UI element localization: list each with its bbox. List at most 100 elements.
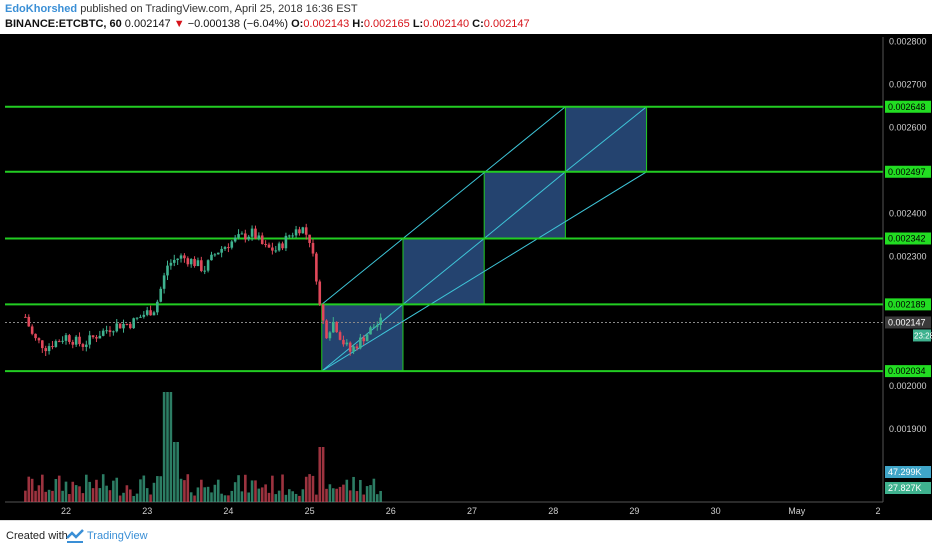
volume-bar (166, 392, 169, 502)
volume-bar (88, 481, 91, 502)
footer: Created with TradingView (0, 520, 932, 551)
low-value: 0.002140 (423, 18, 470, 30)
volume-bar (51, 490, 54, 502)
candle-body (264, 244, 267, 246)
candle-body (352, 346, 355, 352)
candle-body (240, 233, 244, 235)
candle-body (359, 337, 362, 349)
tradingview-brand[interactable]: TradingView (87, 530, 148, 542)
candle-body (24, 316, 27, 318)
candle-body (379, 317, 382, 325)
volume-bar (159, 476, 163, 502)
candle-body (51, 346, 54, 348)
volume-bar (176, 442, 179, 502)
candle-body (325, 320, 328, 339)
volume-bar (254, 480, 257, 502)
volume-bar (304, 476, 308, 502)
candle-body (162, 275, 166, 289)
x-tick-label: 25 (305, 506, 315, 516)
candle-body (85, 344, 88, 347)
volume-bar (68, 494, 71, 502)
candle-body (176, 258, 179, 260)
chart-area[interactable]: 0.002800 0.002700 0.002600 0.002400 0.002300… (0, 34, 932, 520)
candle-body (216, 252, 220, 255)
candle-body (244, 233, 247, 240)
candle-body (112, 331, 115, 333)
volume-bar (112, 480, 115, 502)
candle-body (328, 332, 332, 339)
volume-label: 47.299K (888, 467, 922, 477)
volume-bar (335, 488, 338, 502)
volume-bar (230, 490, 234, 502)
volume-bar (132, 495, 135, 502)
candle-body (247, 236, 250, 240)
volume-bar (135, 493, 139, 502)
x-tick-label: 30 (711, 506, 721, 516)
candle-body (135, 317, 139, 319)
close-label: C: (472, 18, 484, 30)
candle-body (98, 335, 102, 339)
volume-bar (196, 487, 200, 502)
volume-bar (183, 480, 186, 502)
volume-label: 27.827K (888, 483, 922, 493)
candle-body (338, 332, 342, 340)
volume-bar (142, 475, 146, 502)
price-chart[interactable]: 0.002800 0.002700 0.002600 0.002400 0.002300… (0, 34, 932, 520)
open-label: O: (291, 18, 304, 30)
volume-bar (193, 495, 196, 502)
volume-bar (122, 492, 125, 502)
volume-bar (78, 486, 81, 502)
candle-body (183, 255, 186, 259)
level-price-tag (885, 298, 931, 311)
x-tick-label: 22 (61, 506, 71, 516)
author-link[interactable]: EdoKhorshed (5, 3, 78, 15)
candle-body (193, 258, 196, 267)
high-value: 0.002165 (363, 18, 410, 30)
volume-bar (227, 495, 230, 502)
down-arrow-icon: ▼ (173, 18, 185, 30)
last-price: 0.002147 (124, 18, 171, 30)
candle-body (122, 323, 125, 329)
candle-body (375, 324, 379, 327)
volume-bar (179, 478, 183, 502)
volume-bar (145, 488, 149, 502)
volume-bar (264, 484, 267, 502)
candle-body (88, 335, 91, 345)
volume-tag (885, 466, 931, 478)
volume-bar (108, 490, 112, 502)
symbol-name[interactable]: BINANCE:ETCBTC, 60 (5, 18, 122, 30)
candle-body (206, 260, 210, 271)
candle-body (210, 254, 213, 261)
volume-bar (318, 447, 322, 502)
candle-body (298, 229, 301, 234)
candle-body (47, 346, 51, 352)
close-value: 0.002147 (483, 18, 530, 30)
candle-body (166, 265, 169, 276)
volume-bar (169, 392, 173, 502)
volume-bar (30, 478, 34, 502)
volume-bar (41, 474, 44, 502)
candle-body (64, 335, 68, 341)
volume-bar (288, 489, 291, 502)
volume-bar (274, 494, 278, 502)
volume-bar (37, 485, 41, 502)
candle-body (186, 258, 190, 265)
x-tick-label: 24 (223, 506, 233, 516)
tradingview-logo-icon (66, 529, 84, 543)
volume-bar (291, 491, 294, 502)
volume-bar (152, 482, 156, 502)
volume-bar (54, 478, 58, 502)
candle-body (61, 340, 64, 342)
symbol-line: BINANCE:ETCBTC, 60 0.002147 ▼ −0.000138 … (5, 18, 530, 30)
candle-body (41, 340, 44, 349)
y-tick-label: 0.001900 (889, 424, 927, 434)
volume-bar (365, 486, 369, 502)
candle-body (362, 337, 366, 342)
volume-bar (355, 491, 359, 502)
volume-bar (34, 490, 37, 502)
volume-bar (81, 493, 85, 502)
candle-body (274, 250, 278, 252)
candle-body (108, 330, 112, 333)
candle-body (101, 330, 105, 336)
candle-body (369, 327, 372, 335)
